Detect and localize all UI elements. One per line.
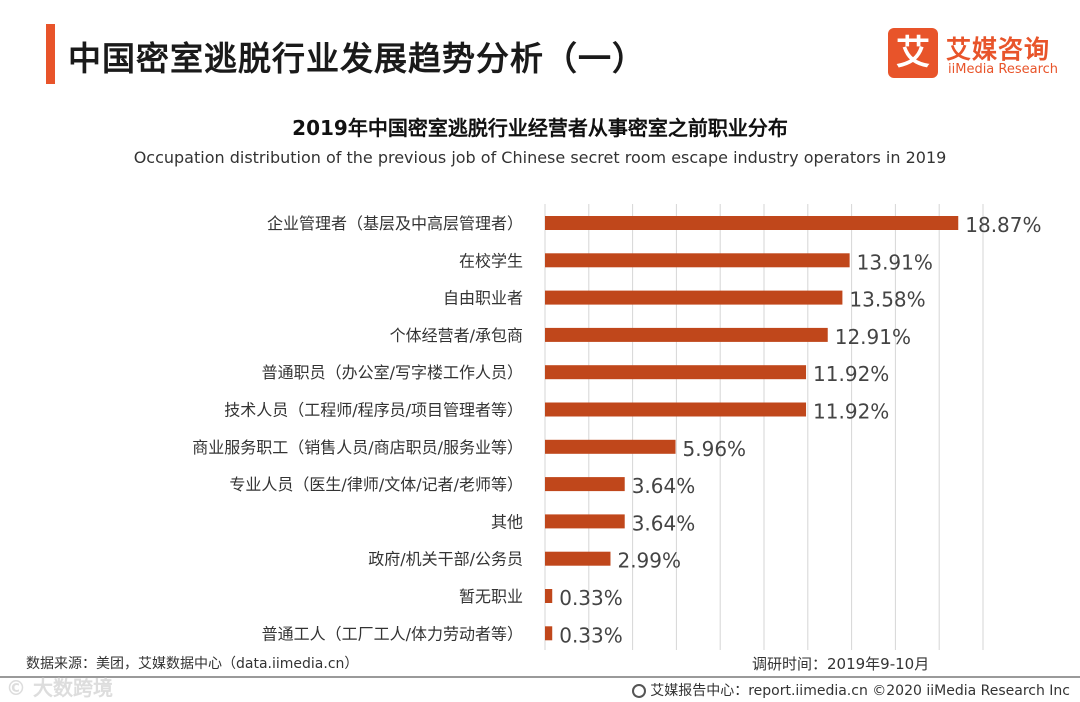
- value-label: 18.87%: [965, 213, 1041, 237]
- category-label: 专业人员（医生/律师/文体/记者/老师等）: [229, 475, 523, 494]
- category-label: 个体经营者/承包商: [390, 326, 523, 345]
- chart-subtitle: Occupation distribution of the previous …: [133, 148, 947, 167]
- footer-divider: [0, 676, 1080, 678]
- chart-category-labels: 企业管理者（基层及中高层管理者） 在校学生自由职业者个体经营者/承包商普通职员（办…: [192, 214, 523, 643]
- bar: [545, 253, 850, 268]
- value-label: 13.58%: [849, 288, 925, 312]
- category-label: 暂无职业: [459, 587, 523, 606]
- value-label: 3.64%: [632, 511, 696, 535]
- globe-icon: [632, 684, 647, 698]
- bar: [545, 626, 553, 641]
- bar: [545, 551, 611, 566]
- bar: [545, 402, 807, 417]
- value-label: 13.91%: [857, 250, 933, 274]
- category-label: 企业管理者（基层及中高层管理者）: [267, 214, 523, 233]
- value-label: 12.91%: [835, 325, 911, 349]
- title-accent-bar: [46, 24, 55, 84]
- bar: [545, 290, 843, 305]
- bar: [545, 327, 828, 342]
- value-label: 0.33%: [559, 623, 623, 647]
- data-source: 数据来源：美团，艾媒数据中心（data.iimedia.cn）: [26, 656, 359, 672]
- value-label: 2.99%: [617, 549, 681, 573]
- survey-date: 调研时间：2019年9-10月: [752, 655, 930, 673]
- category-label: 自由职业者: [443, 289, 523, 308]
- category-label: 其他: [491, 512, 523, 531]
- footer-report-link[interactable]: 艾媒报告中心：report.iimedia.cn ©2020 iiMedia R…: [632, 680, 1070, 700]
- value-label: 3.64%: [632, 474, 696, 498]
- logo-chinese-name: 艾媒咨询: [946, 35, 1051, 64]
- chart-value-labels: 18.87% 13.91% 13.58% 12.91% 11.92% 11.92% 5.96…: [559, 213, 1041, 647]
- category-label: 商业服务职工（销售人员/商店职员/服务业等）: [192, 438, 523, 457]
- chart-gridlines: [544, 204, 984, 650]
- category-label: 普通职员（办公室/写字楼工作人员）: [262, 363, 523, 382]
- value-label: 11.92%: [813, 362, 889, 386]
- iimedia-logo: 艾 艾媒咨询 iiMedia Research: [888, 28, 1068, 84]
- watermark: © 大数跨境: [6, 676, 113, 700]
- value-label: 5.96%: [683, 437, 747, 461]
- chart-bars: [545, 216, 959, 641]
- bar: [545, 589, 553, 603]
- bar: [545, 216, 959, 230]
- page-title: 中国密室逃脱行业发展趋势分析（一）: [68, 39, 646, 78]
- chart-title: 2019年中国密室逃脱行业经营者从事密室之前职业分布: [292, 116, 788, 140]
- value-label: 0.33%: [559, 586, 623, 610]
- logo-mark-icon: 艾: [888, 28, 938, 78]
- bar: [545, 439, 676, 454]
- bar: [545, 365, 807, 380]
- value-label: 11.92%: [813, 400, 889, 424]
- bar: [545, 477, 625, 492]
- category-label: 技术人员（工程师/程序员/项目管理者等）: [224, 401, 523, 420]
- category-label: 政府/机关干部/公务员: [368, 550, 523, 569]
- logo-english-name: iiMedia Research: [948, 62, 1059, 77]
- bar: [545, 514, 625, 529]
- category-label: 普通工人（工厂工人/体力劳动者等）: [262, 624, 523, 643]
- footer-report-text: 艾媒报告中心：report.iimedia.cn ©2020 iiMedia R…: [650, 683, 1070, 699]
- category-label: 在校学生: [459, 251, 523, 270]
